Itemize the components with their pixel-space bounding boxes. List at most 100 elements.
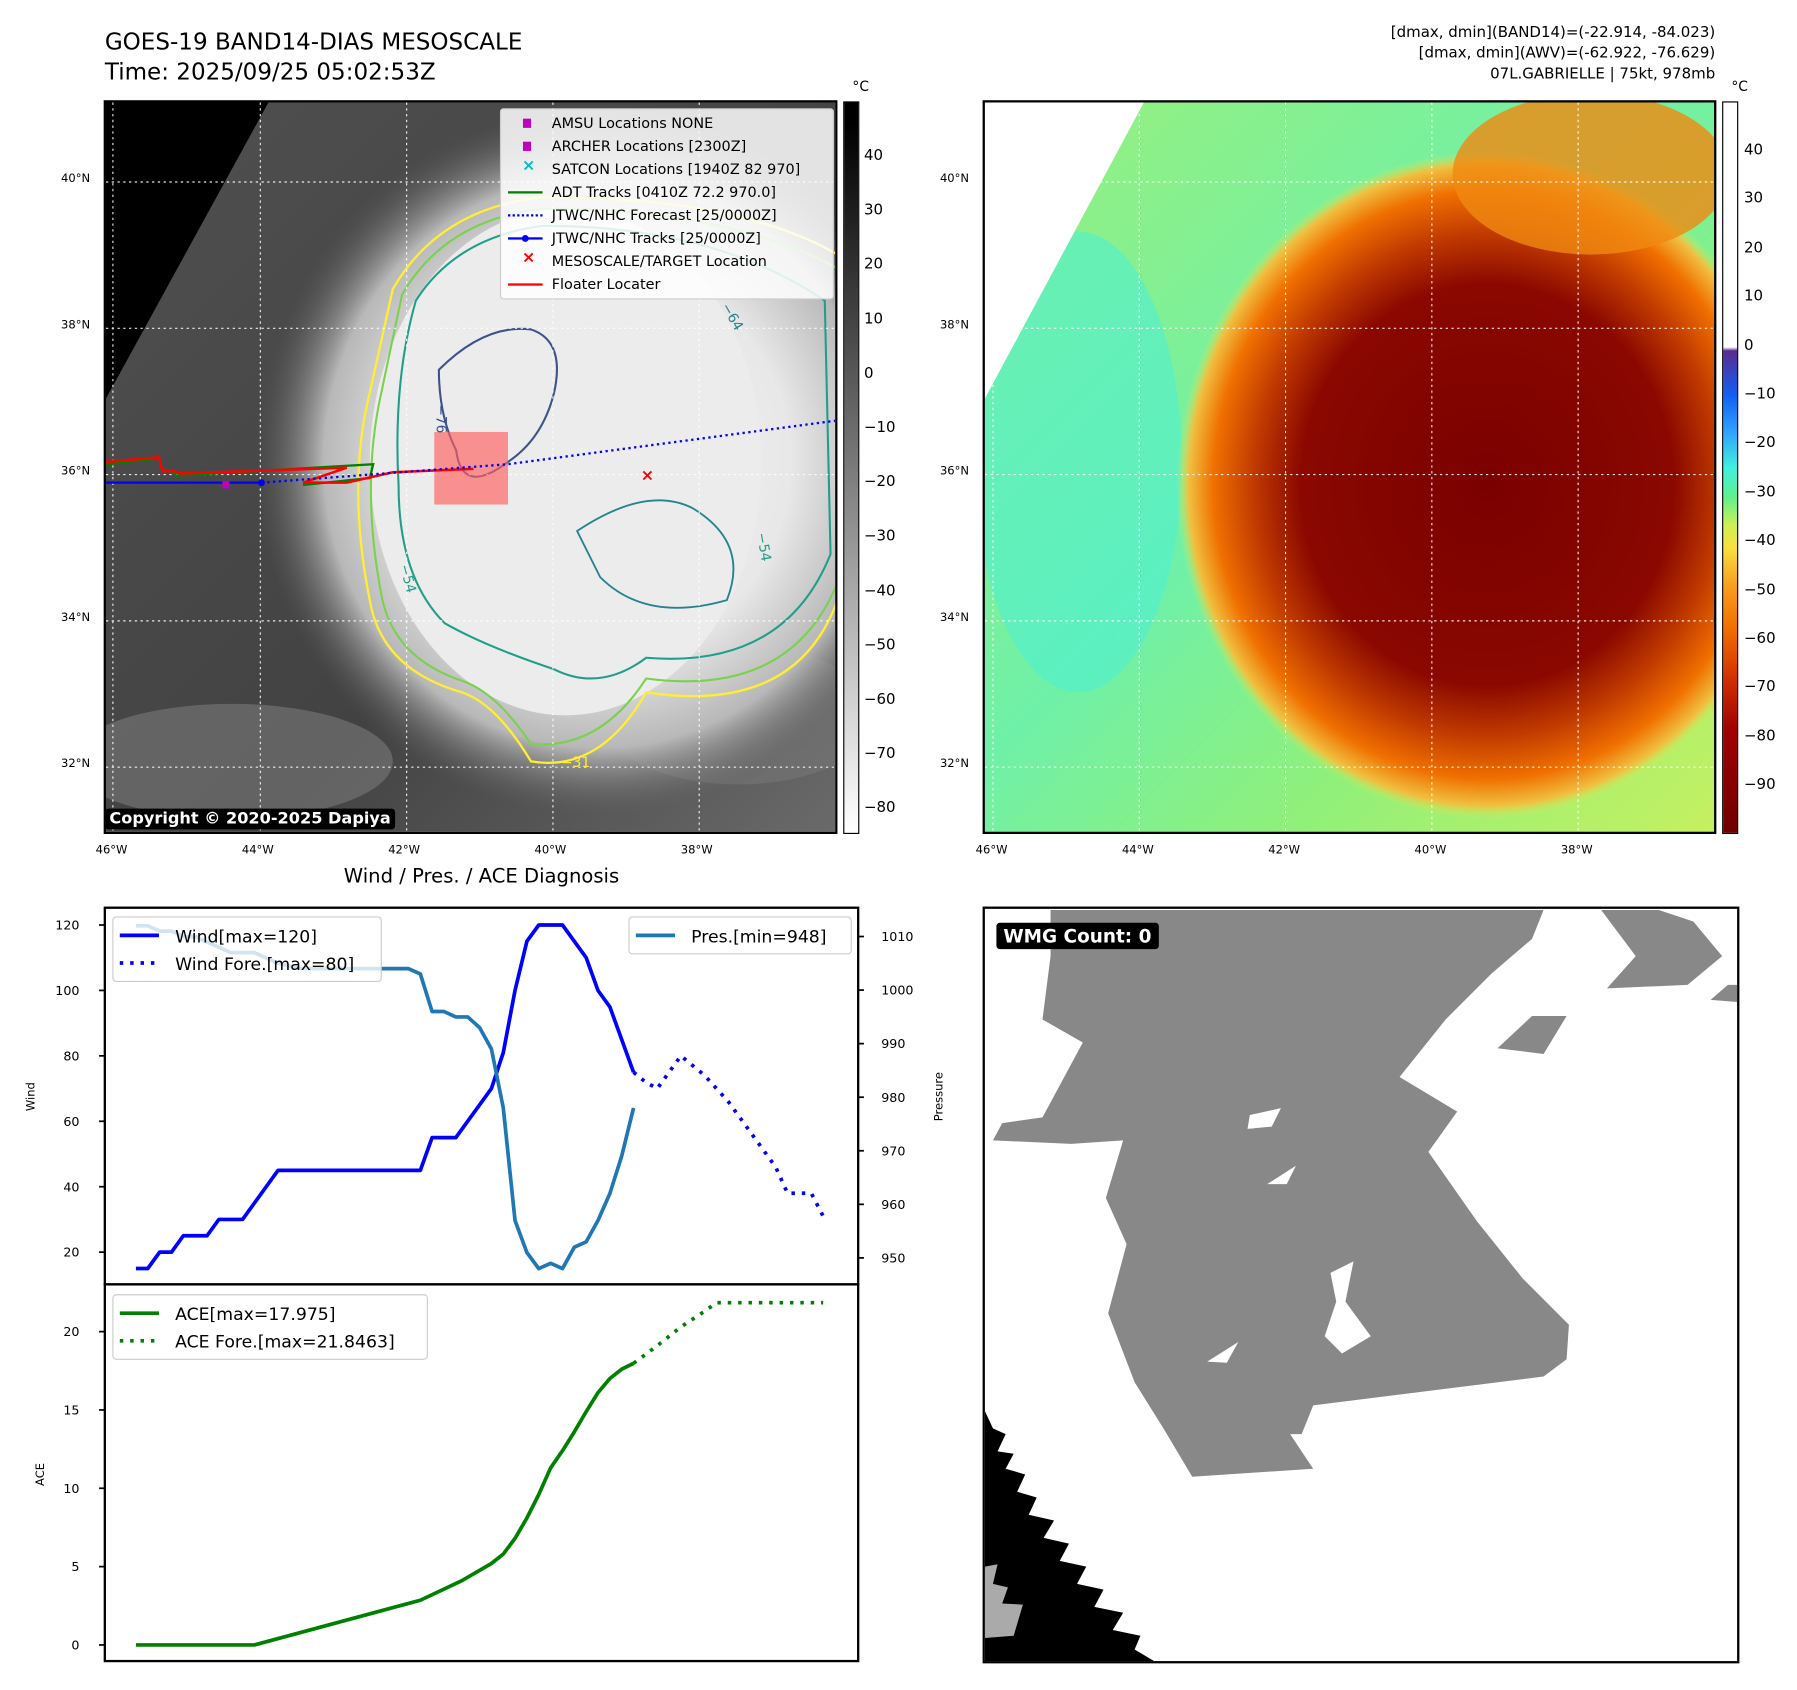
- contour-label: −31: [561, 755, 590, 771]
- colorbar-tick: −70: [863, 745, 896, 763]
- colorbar-tick: −20: [1744, 434, 1776, 453]
- awv-map: [982, 100, 1717, 834]
- colorbar-tick: 40: [863, 147, 884, 165]
- wmg-hole: [1247, 1108, 1281, 1129]
- legend-x-icon: ×: [521, 248, 536, 268]
- wmg-hole: [1207, 1341, 1239, 1363]
- y-tick-label: 20: [63, 1245, 79, 1260]
- y-tick-label: 40: [63, 1179, 79, 1194]
- lat-label: 36°N: [61, 465, 91, 479]
- wmg-count-badge: WMG Count: 0: [996, 922, 1159, 950]
- series-wind-fore-: [632, 1054, 825, 1218]
- series-ace-fore-: [632, 1300, 824, 1365]
- colorbar-tick: 40: [1744, 141, 1764, 159]
- y-tick-label: 5: [71, 1559, 79, 1574]
- y-tick-label: 20: [63, 1324, 79, 1339]
- lat-label: 32°N: [939, 757, 970, 771]
- colorbar-tick: −60: [1744, 630, 1776, 648]
- colorbar-tick: −10: [1744, 385, 1776, 404]
- legend-label: JTWC/NHC Tracks [25/0000Z]: [551, 229, 761, 247]
- y-tick-label: 120: [55, 918, 79, 933]
- y-tick-label: 10: [63, 1481, 79, 1496]
- wmg-region: [1497, 1015, 1567, 1055]
- legend-label: ACE Fore.[max=21.8463]: [175, 1333, 395, 1353]
- lon-label: 38°W: [1560, 844, 1593, 858]
- y-tick-label: 1010: [881, 929, 913, 944]
- y-tick-label: 950: [881, 1251, 905, 1266]
- colorbar-tick: −80: [863, 799, 896, 818]
- colorbar-tick: 10: [1744, 288, 1764, 306]
- legend-line-icon: [507, 182, 543, 203]
- jtwc-track-point: [258, 479, 265, 487]
- series-ace: [135, 1361, 635, 1647]
- graticule: [984, 102, 1715, 832]
- legend-label: Wind Fore.[max=80]: [175, 955, 354, 975]
- legend-dotted-icon: [507, 205, 543, 226]
- wmg-mask: [984, 910, 1738, 1662]
- y-tick-label: 980: [881, 1090, 905, 1105]
- legend-label: ARCHER Locations [2300Z]: [551, 137, 747, 155]
- legend-label: ADT Tracks [0410Z 72.2 970.0]: [551, 183, 777, 201]
- colorbar-unit: °C: [1731, 78, 1748, 95]
- contour-label: −54: [753, 531, 774, 563]
- info-band14: [dmax, dmin](BAND14)=(-22.914, -84.023): [1390, 24, 1716, 42]
- y-tick-label: 960: [881, 1197, 905, 1212]
- y-tick-label: 60: [63, 1114, 79, 1129]
- legend-label: JTWC/NHC Forecast [25/0000Z]: [551, 206, 777, 224]
- awv-imagery: [984, 102, 1715, 832]
- chart-legend: [112, 1294, 428, 1360]
- wind-axis-label: Wind: [24, 1082, 38, 1111]
- legend-line-icon: [507, 274, 543, 295]
- awv-colorbar: [1722, 101, 1739, 834]
- lon-label: 44°W: [1121, 844, 1154, 858]
- y-tick-label: 970: [881, 1143, 905, 1158]
- lat-label: 32°N: [61, 757, 91, 771]
- lat-label: 34°N: [61, 611, 91, 625]
- wmg-panel: [982, 906, 1740, 1664]
- colorbar-tick: −30: [863, 528, 896, 546]
- legend-label: Pres.[min=948]: [691, 927, 826, 947]
- series-wind: [135, 923, 636, 1271]
- floater-track: [105, 455, 474, 484]
- legend-line-dot-icon: [507, 228, 543, 249]
- band14-imagery: × −76 −54 −54 −64 −31: [105, 102, 836, 832]
- wmg-region: [1601, 910, 1723, 989]
- colorbar-tick: 30: [1744, 190, 1764, 208]
- colorbar-tick: 20: [863, 256, 884, 274]
- lon-label: 46°W: [95, 844, 128, 858]
- info-awv: [dmax, dmin](AWV)=(-62.922, -76.629): [1418, 44, 1716, 63]
- y-tick-label: 990: [881, 1036, 905, 1051]
- legend-label: AMSU Locations NONE: [551, 114, 714, 132]
- colorbar-unit: °C: [852, 78, 869, 95]
- colorbar-tick: −70: [1744, 678, 1776, 697]
- colorbar-tick: −40: [1744, 532, 1776, 550]
- chart-legend: [112, 916, 382, 983]
- legend-label: Floater Locater: [551, 275, 661, 293]
- lon-label: 44°W: [241, 844, 274, 858]
- wmg-region: [992, 910, 1569, 1477]
- colorbar-tick: 0: [1744, 337, 1754, 355]
- lon-label: 38°W: [680, 844, 713, 858]
- legend-label: MESOSCALE/TARGET Location: [551, 252, 767, 270]
- colorbar-tick: −10: [863, 419, 896, 437]
- lat-label: 38°N: [61, 319, 91, 332]
- info-storm: 07L.GABRIELLE | 75kt, 978mb: [1490, 65, 1716, 83]
- lon-label: 42°W: [388, 844, 421, 858]
- lat-label: 36°N: [939, 465, 970, 479]
- lat-label: 34°N: [939, 611, 970, 625]
- y-tick-label: 1000: [881, 983, 913, 998]
- no-data-wedge: [105, 102, 269, 399]
- colorbar-tick: −40: [863, 582, 896, 600]
- legend-square-icon: [508, 136, 543, 157]
- y-tick-label: 80: [63, 1048, 79, 1063]
- archer-marker: [222, 481, 230, 489]
- pressure-axis-label: Pressure: [931, 1072, 945, 1121]
- chart-legend: [628, 916, 852, 955]
- ace-axis-label: ACE: [33, 1463, 47, 1486]
- legend-label: ACE[max=17.975]: [175, 1305, 335, 1325]
- contour-teal-inner: [575, 499, 735, 609]
- colorbar-tick: −20: [863, 473, 896, 491]
- copyright-badge: Copyright © 2020-2025 Dapiya: [104, 808, 396, 830]
- lon-label: 40°W: [1414, 844, 1447, 858]
